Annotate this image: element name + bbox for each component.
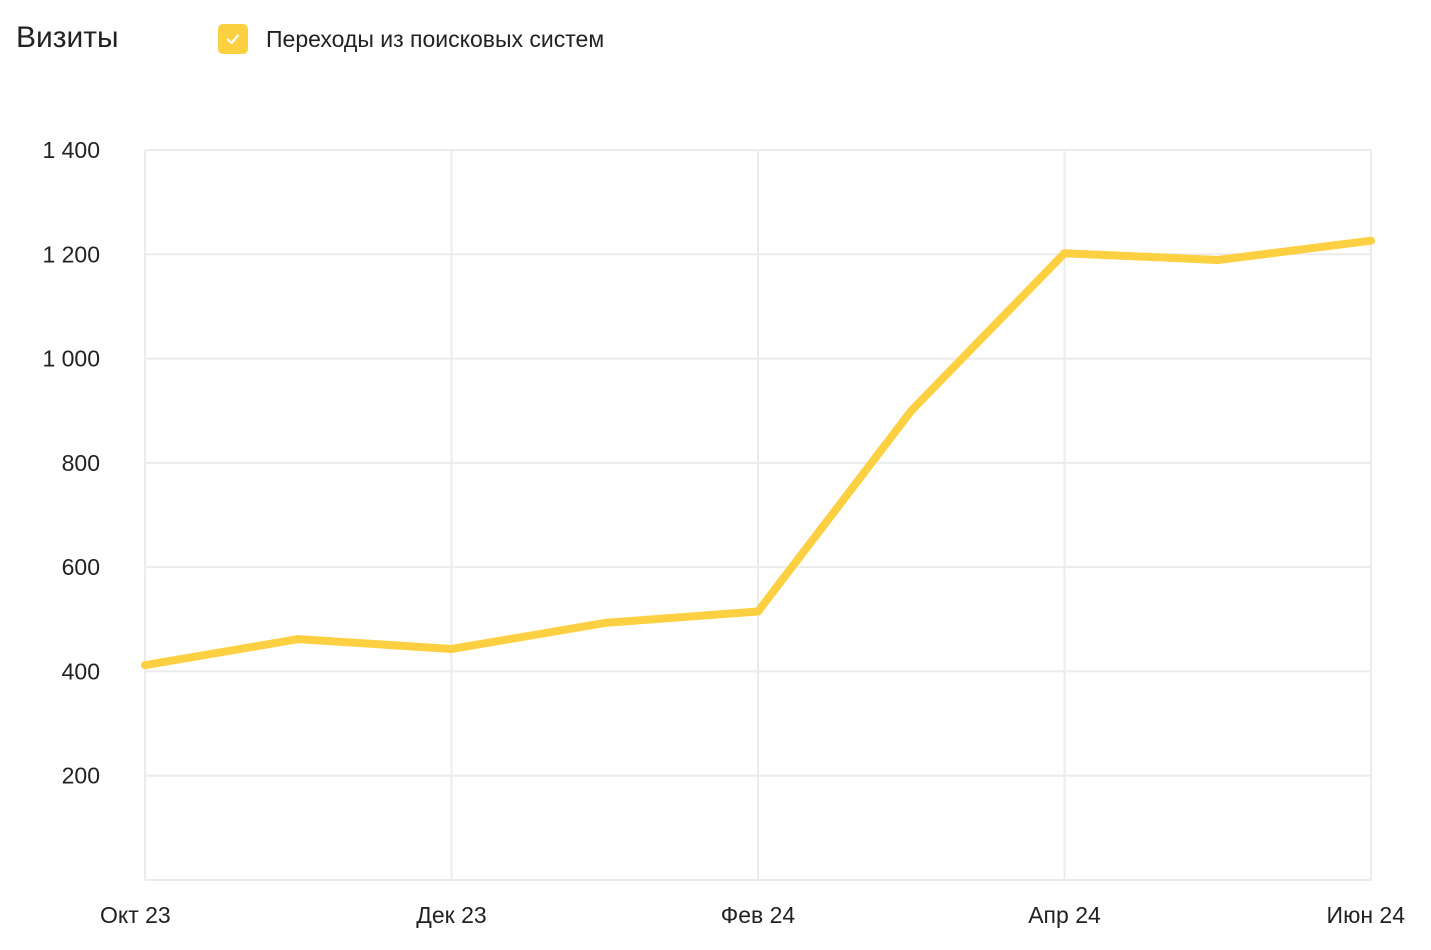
data-point[interactable]	[600, 618, 609, 627]
axis-labels: 200 400 600 800 1 000 1 200 1 400 Окт 23 Дек 23 Ф…	[42, 137, 1405, 928]
chart-title: Визиты	[16, 21, 119, 54]
legend-label: Переходы из поисковых систем	[266, 26, 605, 52]
data-point[interactable]	[754, 607, 762, 616]
data-point[interactable]	[907, 406, 916, 415]
grid	[144, 149, 1372, 881]
x-tick-label: Окт 23	[100, 902, 171, 928]
data-point[interactable]	[1060, 249, 1069, 258]
checkmark-icon[interactable]	[218, 24, 248, 54]
x-tick-label: Апр 24	[1028, 902, 1101, 928]
y-tick-label: 200	[62, 763, 100, 789]
y-tick-label: 1 000	[42, 346, 100, 372]
legend-item[interactable]: Переходы из поисковых систем	[218, 24, 604, 54]
y-tick-label: 800	[62, 450, 100, 476]
series-layer	[141, 236, 1375, 670]
x-tick-label: Дек 23	[416, 902, 486, 928]
x-tick-label: Июн 24	[1327, 902, 1406, 928]
data-point[interactable]	[1213, 256, 1222, 264]
data-point[interactable]	[141, 661, 149, 670]
y-tick-label: 1 400	[42, 137, 100, 163]
data-point[interactable]	[447, 645, 456, 653]
data-point[interactable]	[294, 635, 303, 644]
y-tick-label: 1 200	[42, 241, 100, 267]
y-tick-label: 400	[62, 658, 100, 684]
x-tick-label: Фев 24	[721, 902, 796, 928]
data-point[interactable]	[1367, 236, 1375, 245]
y-tick-label: 600	[62, 554, 100, 580]
